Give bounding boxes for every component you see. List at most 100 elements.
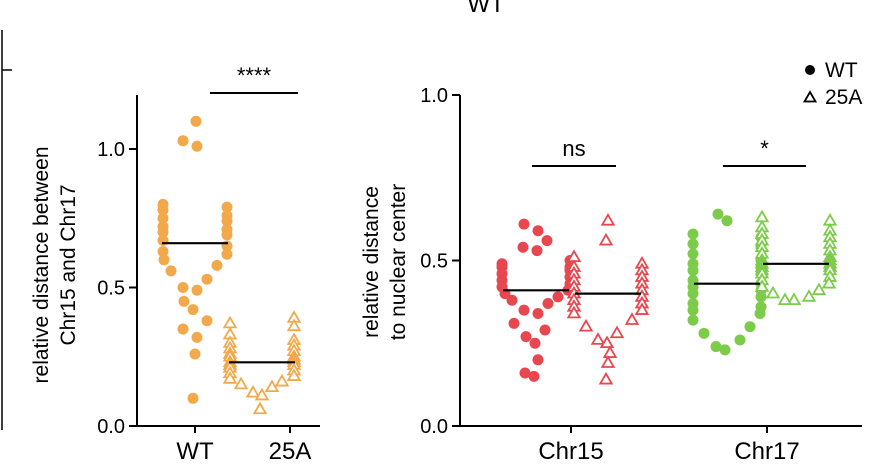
median-lines — [162, 242, 295, 364]
data-point — [755, 291, 767, 303]
data-point — [624, 312, 640, 325]
data-point — [609, 325, 625, 339]
data-point — [532, 354, 544, 366]
data-point — [754, 279, 770, 292]
y-axis-label-line-1: relative distance — [360, 186, 383, 338]
data-point — [518, 218, 530, 230]
data-point — [578, 318, 594, 332]
data-point — [687, 238, 699, 250]
data-point — [157, 245, 169, 257]
x-tick-label: WT — [176, 438, 214, 465]
data-point — [777, 292, 793, 306]
data-point — [602, 345, 618, 358]
y-axis-label-line-2: Chr15 and Chr17 — [57, 184, 80, 345]
figure-title: WT — [467, 0, 505, 18]
data-point — [191, 331, 203, 343]
data-point — [190, 115, 202, 127]
x-tick-labels: Chr15 Chr17 — [538, 426, 800, 465]
legend-marker-25a — [802, 90, 818, 103]
data-point — [719, 344, 731, 356]
data-point — [687, 248, 699, 260]
data-point — [177, 135, 189, 147]
legend: WT 25A — [802, 59, 862, 109]
data-point — [528, 370, 540, 382]
data-point — [221, 201, 233, 213]
data-point — [518, 304, 530, 316]
data-point — [506, 294, 518, 306]
data-point — [187, 392, 199, 404]
data-point — [712, 208, 724, 220]
data-point — [687, 304, 699, 316]
data-point — [187, 304, 199, 316]
data-point — [274, 373, 290, 387]
data-point — [222, 315, 238, 329]
y-axis-label-line-2: to nuclear center — [387, 184, 410, 340]
legend-label-25a: 25A — [825, 86, 862, 109]
significance-label: ns — [562, 136, 585, 161]
data-point — [590, 332, 606, 345]
data-point — [687, 264, 699, 276]
data-point — [191, 140, 203, 152]
data-point — [529, 337, 541, 349]
legend-marker-wt — [805, 65, 815, 75]
y-ticks: 0.0 0.5 1.0 — [420, 85, 460, 438]
significance-label: * — [760, 136, 769, 161]
y-tick-label: 1.0 — [97, 139, 125, 161]
data-point — [508, 317, 520, 329]
y-tick-label: 0.0 — [97, 416, 125, 438]
data-point — [599, 335, 615, 349]
x-tick-label: 25A — [269, 438, 312, 465]
data-point — [801, 289, 817, 302]
y-ticks: 0.0 0.5 1.0 — [97, 139, 137, 438]
y-tick-label: 0.5 — [420, 251, 448, 273]
data-point — [177, 282, 189, 293]
data-point — [221, 229, 233, 241]
data-point — [532, 225, 544, 237]
data-point — [687, 228, 699, 240]
data-point — [189, 348, 201, 360]
data-point — [811, 282, 827, 296]
data-point — [211, 259, 223, 271]
legend-label-wt: WT — [825, 59, 858, 82]
data-points — [496, 208, 838, 385]
data-point — [233, 376, 249, 390]
data-point — [221, 248, 233, 260]
data-point — [566, 305, 582, 319]
data-point — [598, 371, 614, 385]
data-point — [721, 215, 733, 227]
data-point — [634, 302, 650, 315]
data-point — [744, 321, 756, 333]
data-point — [157, 212, 169, 224]
data-point — [517, 241, 529, 253]
data-point — [264, 379, 280, 393]
median-lines — [503, 262, 829, 295]
significance-annotations: ns * — [532, 136, 806, 167]
data-point — [598, 232, 614, 246]
data-point — [178, 295, 190, 307]
y-tick-label: 1.0 — [420, 85, 448, 107]
panel-right: relative distance to nuclear center 0.00… — [360, 85, 862, 465]
data-point — [754, 307, 766, 319]
data-point — [158, 254, 170, 266]
data-point — [541, 235, 553, 247]
data-point — [286, 318, 302, 332]
data-point — [520, 331, 532, 343]
data-point — [786, 292, 802, 306]
significance-annotations: **** — [210, 63, 298, 94]
data-point — [201, 315, 213, 327]
data-point — [765, 285, 781, 299]
data-point — [254, 387, 270, 401]
data-point — [221, 215, 233, 227]
data-point — [600, 212, 616, 226]
y-tick-label: 0.0 — [420, 416, 448, 438]
data-point — [201, 273, 213, 285]
data-point — [687, 314, 699, 326]
data-point — [157, 226, 169, 238]
y-tick-label: 0.5 — [97, 278, 125, 300]
data-point — [542, 298, 554, 310]
data-point — [519, 367, 531, 379]
panel-left: relative distance between Chr15 and Chr1… — [30, 63, 320, 465]
significance-label: **** — [237, 63, 272, 88]
data-point — [687, 288, 699, 300]
